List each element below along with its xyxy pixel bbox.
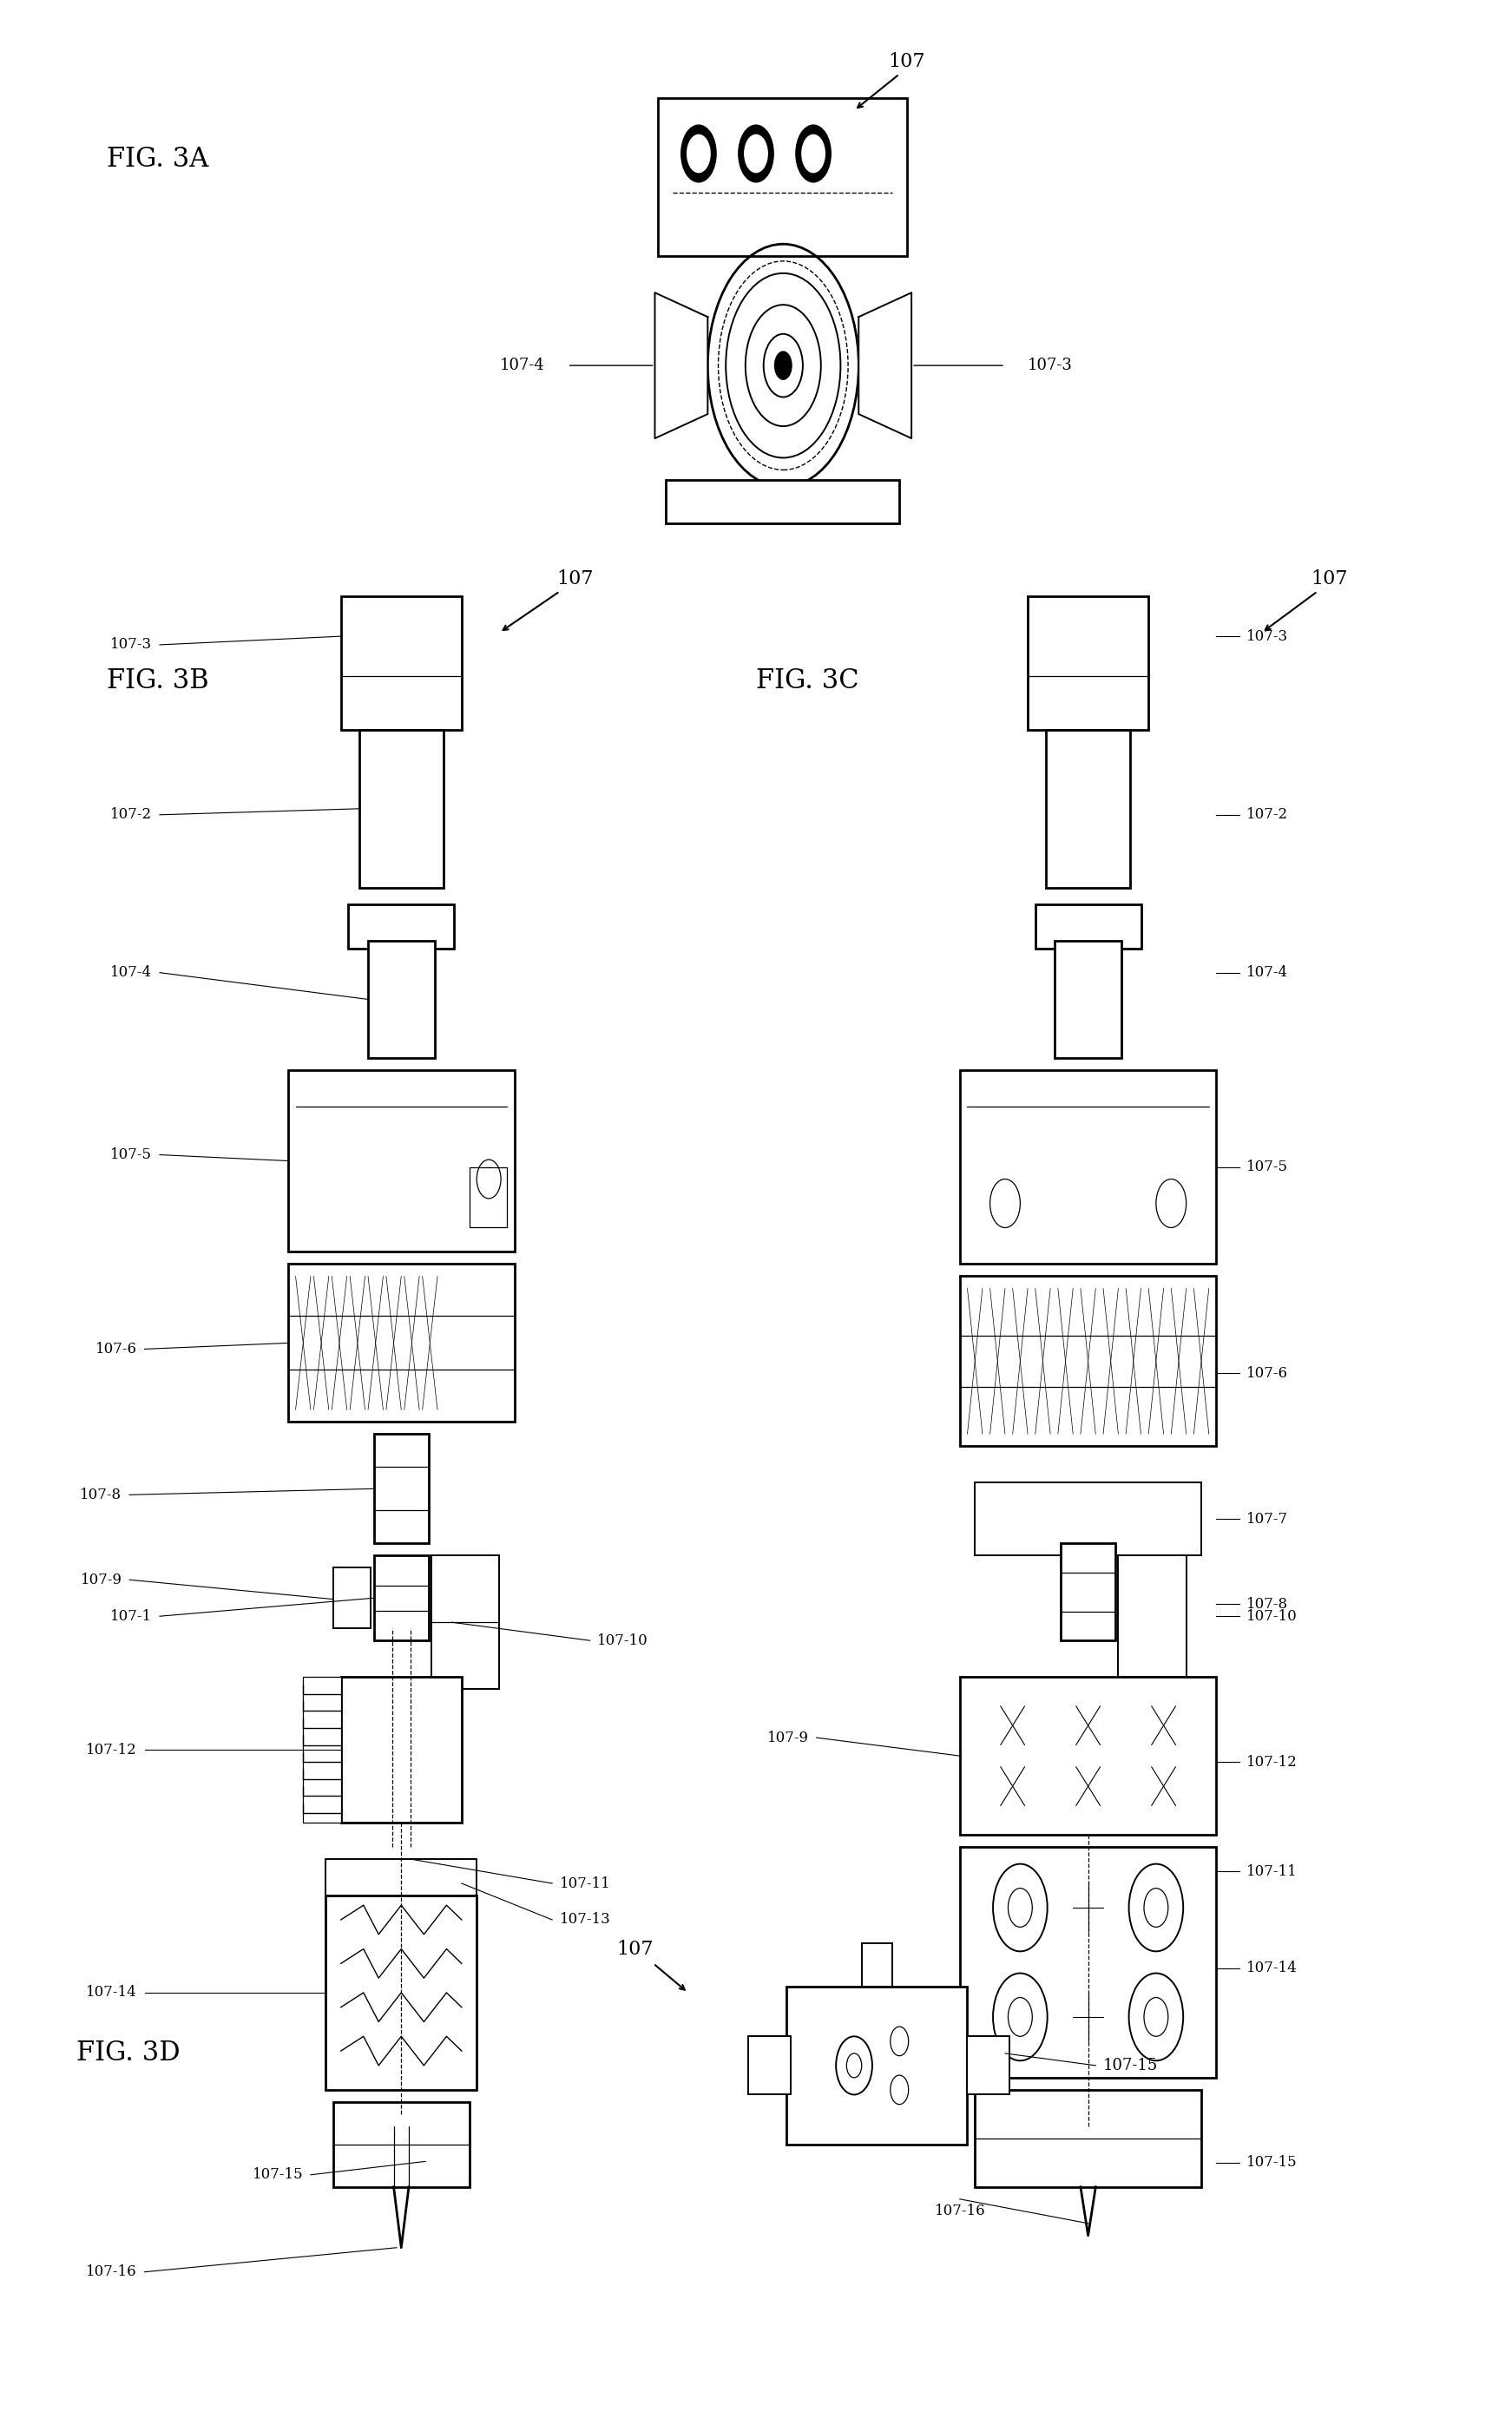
Text: 107-4: 107-4 (500, 357, 544, 374)
Text: 107: 107 (1311, 569, 1349, 588)
Bar (1036, 904, 1142, 948)
Text: 107-11: 107-11 (559, 1877, 611, 1891)
Bar (348, 904, 454, 948)
Circle shape (744, 134, 768, 173)
Bar (658, 97, 907, 255)
Circle shape (774, 350, 792, 379)
Text: FIG. 3A: FIG. 3A (107, 146, 209, 173)
Text: 107-10: 107-10 (597, 1634, 649, 1648)
Circle shape (686, 134, 711, 173)
Text: 107-14: 107-14 (86, 1986, 138, 2001)
Polygon shape (859, 292, 912, 438)
Polygon shape (655, 292, 708, 438)
Text: 107-11: 107-11 (1246, 1865, 1297, 1879)
Circle shape (795, 124, 832, 182)
Text: 107-3: 107-3 (1028, 357, 1072, 374)
Text: 107-9: 107-9 (767, 1731, 809, 1745)
Bar (1055, 941, 1122, 1057)
Text: 107-16: 107-16 (934, 2205, 986, 2220)
Circle shape (680, 124, 717, 182)
Text: 107-2: 107-2 (110, 807, 153, 822)
Text: 107-10: 107-10 (1246, 1609, 1297, 1624)
Bar (333, 1568, 370, 1629)
Text: 107-4: 107-4 (110, 965, 153, 980)
Text: 107-9: 107-9 (80, 1573, 122, 1587)
Bar (960, 1070, 1217, 1264)
Text: 107-16: 107-16 (86, 2266, 138, 2280)
Text: FIG. 3D: FIG. 3D (77, 2040, 180, 2066)
Text: 107-15: 107-15 (1246, 2156, 1297, 2171)
Bar (862, 1942, 892, 1986)
Text: 107-2: 107-2 (1246, 807, 1288, 822)
Bar (1061, 1544, 1116, 1641)
Text: 107-15: 107-15 (1104, 2057, 1158, 2074)
Bar (333, 2103, 469, 2188)
Text: 107: 107 (617, 1940, 653, 1959)
Text: 107-1: 107-1 (110, 1609, 153, 1624)
Text: 107-15: 107-15 (253, 2168, 302, 2183)
Bar (960, 1276, 1217, 1446)
Bar (340, 596, 461, 729)
Bar (325, 1896, 476, 2091)
Text: 107: 107 (556, 569, 593, 588)
Text: FIG. 3C: FIG. 3C (756, 669, 859, 695)
Bar (968, 2037, 1010, 2096)
Bar (287, 1264, 514, 1422)
Text: 107-5: 107-5 (1246, 1160, 1288, 1174)
Bar (665, 479, 900, 523)
Bar (287, 1070, 514, 1252)
Bar (1046, 729, 1131, 887)
Text: 107-8: 107-8 (80, 1488, 122, 1502)
Bar (960, 1677, 1217, 1835)
Bar (373, 1434, 428, 1544)
Bar (748, 2037, 791, 2096)
Bar (1119, 1556, 1187, 1677)
Bar (469, 1167, 507, 1228)
Text: 107-12: 107-12 (1246, 1755, 1297, 1770)
Text: 107-13: 107-13 (559, 1913, 611, 1928)
Text: 107-7: 107-7 (1246, 1512, 1288, 1527)
Bar (325, 1860, 476, 1908)
Text: FIG. 3B: FIG. 3B (107, 669, 209, 695)
Circle shape (738, 124, 774, 182)
Bar (1028, 596, 1149, 729)
Text: 107-3: 107-3 (110, 637, 153, 652)
Bar (367, 941, 434, 1057)
Text: 107: 107 (889, 53, 925, 70)
Text: 107-14: 107-14 (1246, 1962, 1297, 1976)
Bar (975, 2091, 1202, 2188)
Text: 107-8: 107-8 (1246, 1597, 1288, 1612)
Bar (302, 1677, 340, 1823)
Bar (431, 1556, 499, 1690)
Bar (340, 1677, 461, 1823)
Text: 107-6: 107-6 (1246, 1366, 1288, 1381)
Bar (358, 729, 443, 887)
Bar (373, 1556, 428, 1641)
Bar (975, 1483, 1202, 1556)
Bar (960, 1848, 1217, 2079)
Text: 107-3: 107-3 (1246, 630, 1288, 644)
Text: 107-4: 107-4 (1246, 965, 1288, 980)
Bar (786, 1986, 968, 2144)
Circle shape (801, 134, 826, 173)
Text: 107-6: 107-6 (95, 1342, 138, 1356)
Text: 107-12: 107-12 (86, 1743, 138, 1758)
Text: 107-5: 107-5 (110, 1147, 153, 1162)
